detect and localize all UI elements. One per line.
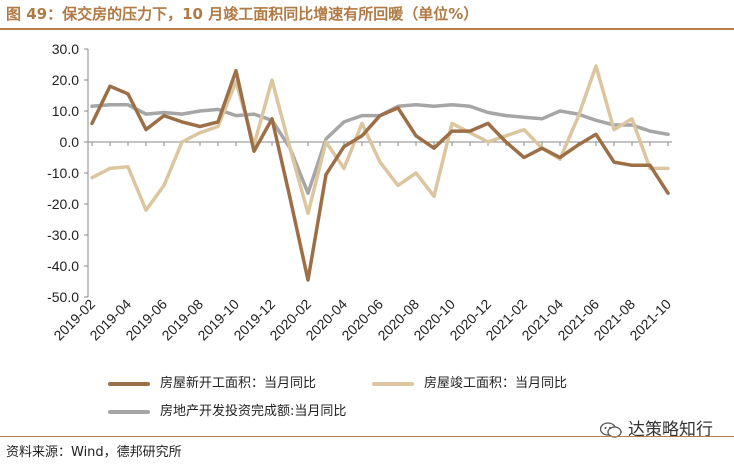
y-tick-label: -20.0 — [47, 196, 79, 212]
series-line-new-starts — [90, 68, 670, 282]
series-line-completions — [90, 64, 670, 216]
brand-watermark: 达策略知行 — [600, 415, 713, 440]
y-tick-label: -50.0 — [47, 289, 79, 305]
source-note: 资料来源：Wind，德邦研究所 — [6, 445, 182, 460]
legend-label-investment: 房地产开发投资完成额:当月同比 — [160, 404, 347, 419]
y-tick-label: -40.0 — [47, 258, 79, 274]
y-tick-label: 20.0 — [52, 72, 79, 88]
title-divider — [0, 28, 734, 30]
line-chart: 30.0 20.0 10.0 0.0 -10.0 -20.0 -30.0 -40.0 -50.0… — [47, 41, 674, 343]
legend-item-investment: 房地产开发投资完成额:当月同比 — [108, 400, 346, 419]
brand-name: 达策略知行 — [628, 420, 713, 440]
legend-label-new-starts: 房屋新开工面积：当月同比 — [160, 376, 317, 391]
y-tick-label: -30.0 — [47, 227, 79, 243]
legend-item-new-starts: 房屋新开工面积：当月同比 — [108, 372, 316, 391]
chart-title: 图 49：保交房的压力下，10 月竣工面积同比增速有所回暖（单位%） — [6, 5, 479, 23]
legend-swatch-investment — [108, 409, 150, 414]
legend-swatch-new-starts — [108, 381, 150, 386]
y-tick-label: 10.0 — [52, 103, 79, 119]
title-bar: 图 49：保交房的压力下，10 月竣工面积同比增速有所回暖（单位%） — [0, 0, 734, 28]
footer-divider — [0, 436, 734, 437]
y-tick-label: 30.0 — [52, 41, 79, 57]
legend-item-completions: 房屋竣工面积：当月同比 — [372, 372, 567, 391]
legend-label-completions: 房屋竣工面积：当月同比 — [424, 376, 568, 391]
y-tick-label: 0.0 — [60, 134, 80, 150]
y-tick-label: -10.0 — [47, 165, 79, 181]
legend-swatch-completions — [372, 381, 414, 386]
wechat-icon — [600, 422, 622, 438]
